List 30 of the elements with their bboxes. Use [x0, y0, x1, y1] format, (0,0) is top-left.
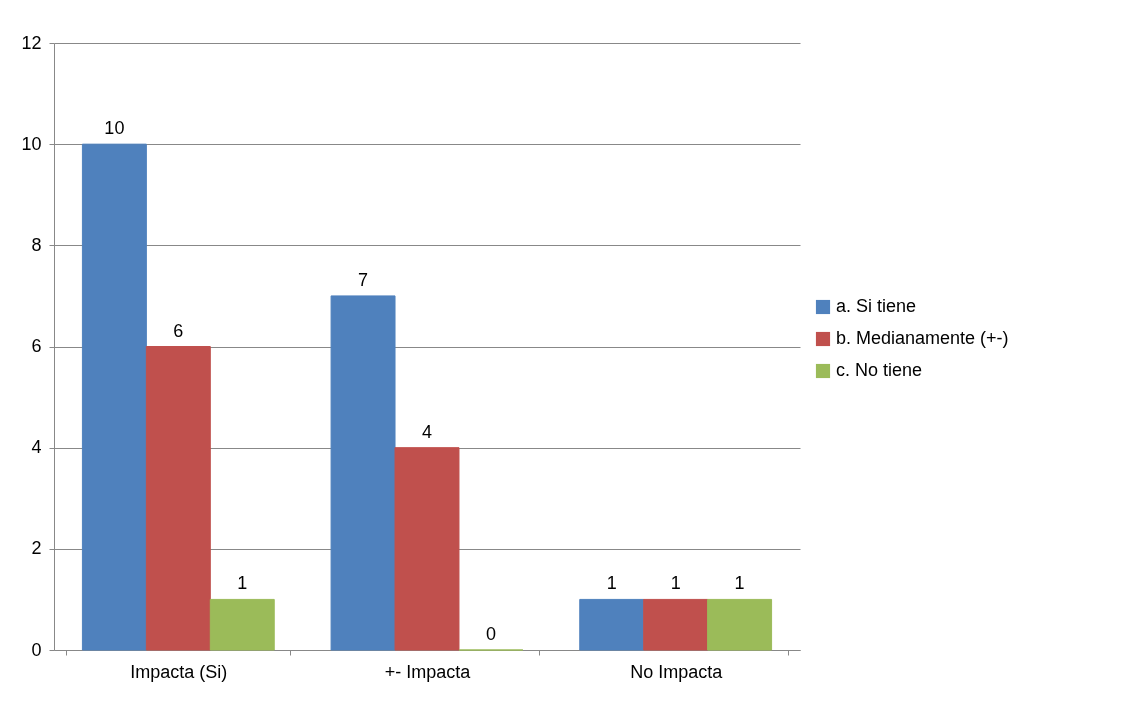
- bar: [394, 447, 460, 651]
- data-label: 10: [104, 118, 125, 139]
- y-tick-label: 4: [31, 437, 42, 458]
- legend-label: b. Medianamente (+-): [836, 328, 1009, 348]
- data-label: 1: [606, 573, 617, 594]
- y-tick-label: 12: [21, 32, 42, 53]
- legend-label: c. No tiene: [836, 360, 923, 380]
- x-tick-label: No Impacta: [630, 661, 724, 682]
- x-tick-label: +- Impacta: [384, 661, 472, 682]
- bar: [145, 346, 211, 651]
- data-label: 1: [734, 573, 745, 594]
- data-label: 0: [485, 624, 496, 644]
- data-label: 6: [173, 320, 184, 341]
- bar: [643, 598, 709, 651]
- legend-label: a. Si tiene: [836, 296, 917, 316]
- y-tick-label: 6: [31, 336, 42, 356]
- bar: [579, 598, 645, 651]
- y-tick-label: 8: [31, 234, 42, 255]
- bar: [330, 295, 396, 651]
- bar: [707, 598, 773, 651]
- bar: [81, 143, 147, 651]
- bar: [209, 598, 275, 651]
- data-label: 4: [421, 421, 433, 442]
- y-tick-label: 0: [31, 639, 42, 660]
- x-tick-label: Impacta (Si): [130, 661, 228, 682]
- data-label: 1: [237, 573, 248, 594]
- y-tick-label: 10: [21, 133, 42, 154]
- data-label: 1: [670, 573, 681, 594]
- y-tick-label: 2: [31, 538, 42, 559]
- data-label: 7: [358, 269, 369, 290]
